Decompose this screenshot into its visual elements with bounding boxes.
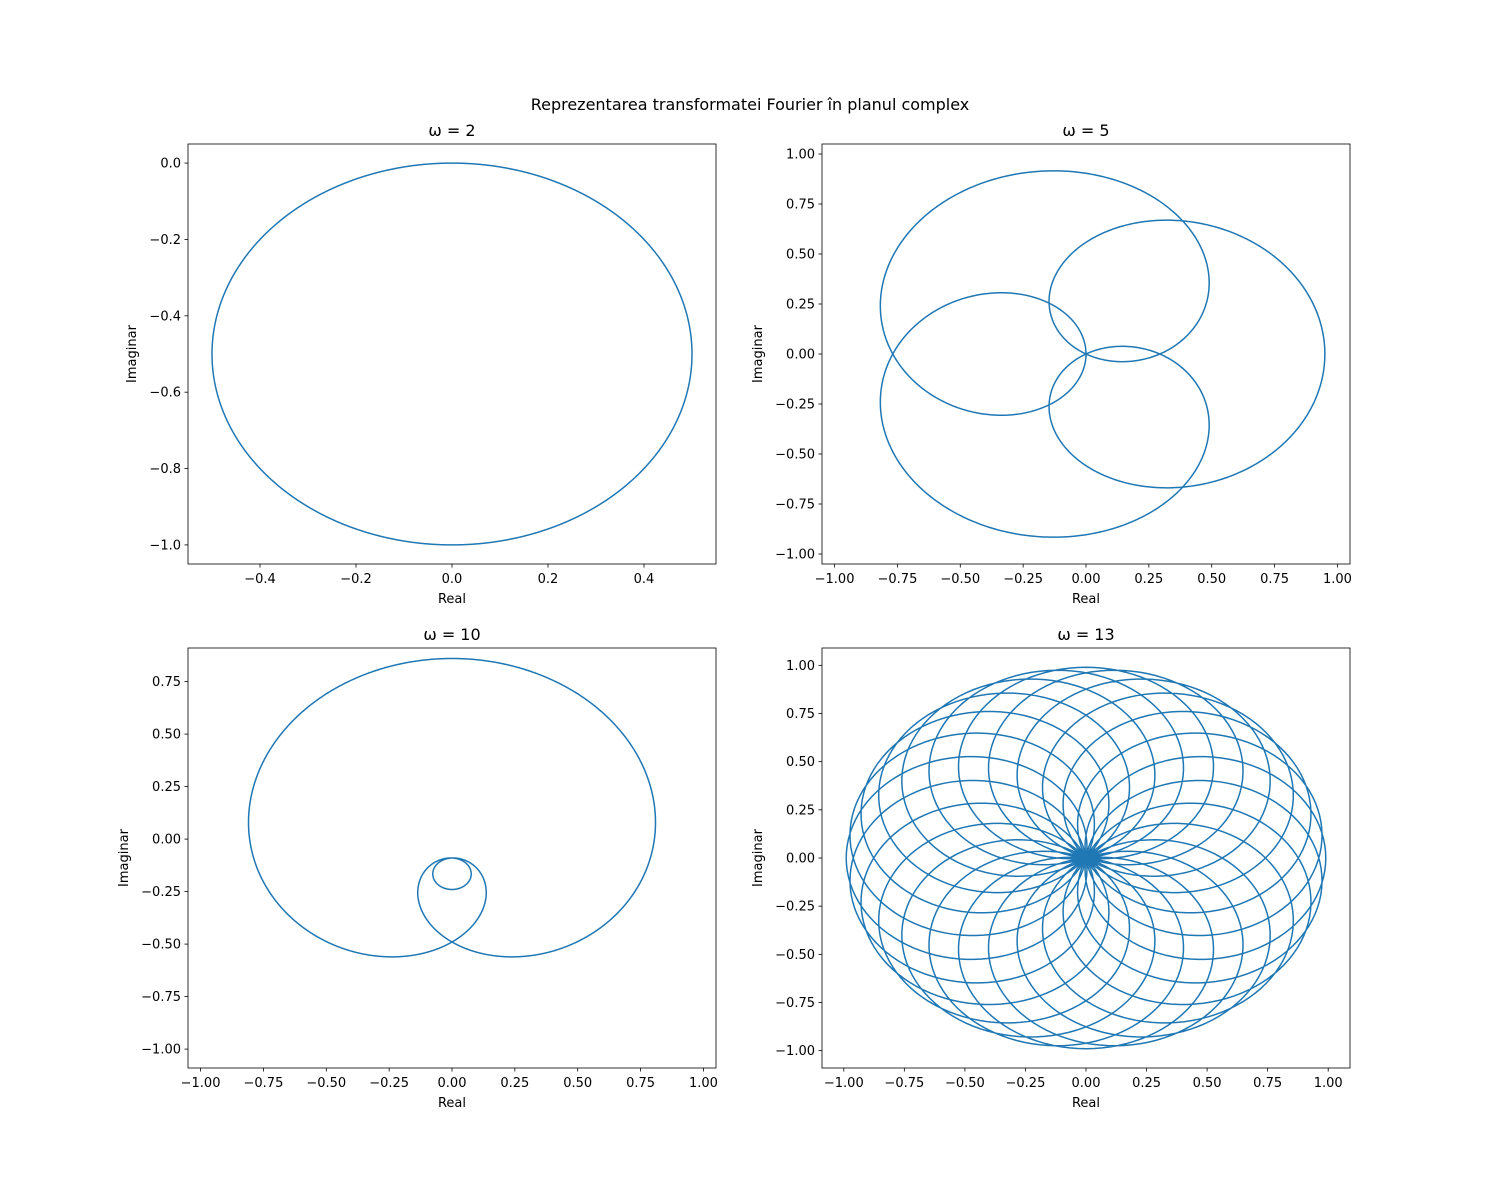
x-tick-label: 0.75 bbox=[626, 1076, 655, 1091]
y-tick-label: 0.75 bbox=[152, 675, 181, 690]
x-tick-label: −0.2 bbox=[340, 572, 372, 587]
y-tick-label: 0.75 bbox=[786, 198, 815, 213]
x-tick-label: 0.25 bbox=[1132, 1076, 1161, 1091]
y-tick-label: −1.0 bbox=[149, 538, 181, 553]
panel-omega-5: −1.00 −0.75 −0.50 −0.25 0.00 0.25 0.50 0.75 1.00… bbox=[751, 121, 1352, 607]
x-tick-label: 1.00 bbox=[1323, 572, 1352, 587]
x-tick-label: −0.4 bbox=[244, 572, 276, 587]
x-tick-label: −0.75 bbox=[244, 1076, 284, 1091]
panel-omega-2: −0.4 −0.2 0.0 0.2 0.4 0.0 −0.2 −0.4 −0.6 −0.8 −1.0… bbox=[125, 121, 717, 607]
y-tick-label: −0.2 bbox=[149, 233, 181, 248]
x-tick-label: 0.4 bbox=[634, 572, 655, 587]
x-tick-label: −0.25 bbox=[1003, 572, 1043, 587]
y-tick-label: 1.00 bbox=[786, 148, 815, 163]
y-tick-label: 0.0 bbox=[160, 157, 181, 172]
y-tick-label: 0.75 bbox=[786, 707, 815, 722]
y-tick-label: 0.50 bbox=[786, 248, 815, 263]
y-tick-label: −0.6 bbox=[149, 386, 181, 401]
y-tick-label: 0.25 bbox=[152, 780, 181, 795]
y-tick-label: −0.50 bbox=[775, 448, 815, 463]
x-tick-label: −0.75 bbox=[878, 572, 918, 587]
panel-title: ω = 5 bbox=[1062, 121, 1109, 140]
x-tick-label: 0.00 bbox=[1072, 572, 1101, 587]
x-tick-label: 0.25 bbox=[1134, 572, 1163, 587]
y-tick-label: −1.00 bbox=[775, 548, 815, 563]
x-tick-label: 0.25 bbox=[500, 1076, 529, 1091]
x-tick-label: 0.50 bbox=[1197, 572, 1226, 587]
y-tick-label: 0.00 bbox=[786, 348, 815, 363]
y-tick-label: −0.25 bbox=[775, 398, 815, 413]
y-axis-label: Imaginar bbox=[117, 828, 132, 887]
y-axis-label: Imaginar bbox=[751, 828, 766, 887]
figure-suptitle: Reprezentarea transformatei Fourier în p… bbox=[531, 95, 970, 114]
x-axis-label: Real bbox=[1072, 592, 1100, 607]
x-tick-label: −0.75 bbox=[884, 1076, 924, 1091]
y-tick-label: −0.25 bbox=[141, 885, 181, 900]
y-tick-label: −0.75 bbox=[775, 498, 815, 513]
series-line-omega-10 bbox=[247, 657, 657, 958]
x-tick-label: −0.25 bbox=[1006, 1076, 1046, 1091]
y-tick-label: 0.00 bbox=[152, 833, 181, 848]
y-tick-label: −1.00 bbox=[141, 1043, 181, 1058]
panel-title: ω = 13 bbox=[1057, 625, 1114, 644]
y-tick-label: 1.00 bbox=[786, 659, 815, 674]
x-tick-label: 0.50 bbox=[1193, 1076, 1222, 1091]
y-tick-label: −0.8 bbox=[149, 462, 181, 477]
x-axis-label: Real bbox=[1072, 1096, 1100, 1111]
x-tick-label: −1.00 bbox=[824, 1076, 864, 1091]
y-tick-label: −0.25 bbox=[775, 900, 815, 915]
series-line-omega-13 bbox=[845, 666, 1327, 1050]
y-tick-label: 0.50 bbox=[786, 755, 815, 770]
x-tick-label: −0.50 bbox=[940, 572, 980, 587]
x-tick-label: 0.50 bbox=[563, 1076, 592, 1091]
panel-omega-10: −1.00 −0.75 −0.50 −0.25 0.00 0.25 0.50 0.75 1.00… bbox=[117, 625, 718, 1111]
x-axis-label: Real bbox=[438, 1096, 466, 1111]
y-tick-label: −0.50 bbox=[775, 948, 815, 963]
y-tick-label: 0.00 bbox=[786, 852, 815, 867]
y-tick-label: −0.75 bbox=[775, 996, 815, 1011]
panel-title: ω = 2 bbox=[428, 121, 475, 140]
x-tick-label: −0.50 bbox=[945, 1076, 985, 1091]
panel-omega-13: −1.00 −0.75 −0.50 −0.25 0.00 0.25 0.50 0.75 1.00… bbox=[751, 625, 1351, 1111]
x-tick-label: −1.00 bbox=[815, 572, 855, 587]
series-line-omega-2 bbox=[211, 162, 693, 546]
series-line-omega-5 bbox=[879, 170, 1326, 538]
y-tick-label: 0.50 bbox=[152, 728, 181, 743]
x-tick-label: 0.00 bbox=[1072, 1076, 1101, 1091]
y-tick-label: −0.75 bbox=[141, 990, 181, 1005]
x-tick-label: 0.0 bbox=[442, 572, 463, 587]
x-tick-label: −0.25 bbox=[369, 1076, 409, 1091]
x-tick-label: 0.75 bbox=[1253, 1076, 1282, 1091]
x-tick-label: 0.00 bbox=[438, 1076, 467, 1091]
y-axis-label: Imaginar bbox=[125, 324, 140, 383]
y-tick-label: −0.50 bbox=[141, 938, 181, 953]
x-tick-label: 0.75 bbox=[1260, 572, 1289, 587]
x-tick-label: 1.00 bbox=[689, 1076, 718, 1091]
y-axis-label: Imaginar bbox=[751, 324, 766, 383]
panel-title: ω = 10 bbox=[423, 625, 480, 644]
y-tick-label: −0.4 bbox=[149, 309, 181, 324]
y-tick-label: 0.25 bbox=[786, 803, 815, 818]
x-tick-label: 0.2 bbox=[538, 572, 559, 587]
x-axis-label: Real bbox=[438, 592, 466, 607]
x-tick-label: −1.00 bbox=[181, 1076, 221, 1091]
x-tick-label: −0.50 bbox=[306, 1076, 346, 1091]
x-tick-label: 1.00 bbox=[1314, 1076, 1343, 1091]
y-tick-label: −1.00 bbox=[775, 1044, 815, 1059]
y-tick-label: 0.25 bbox=[786, 298, 815, 313]
